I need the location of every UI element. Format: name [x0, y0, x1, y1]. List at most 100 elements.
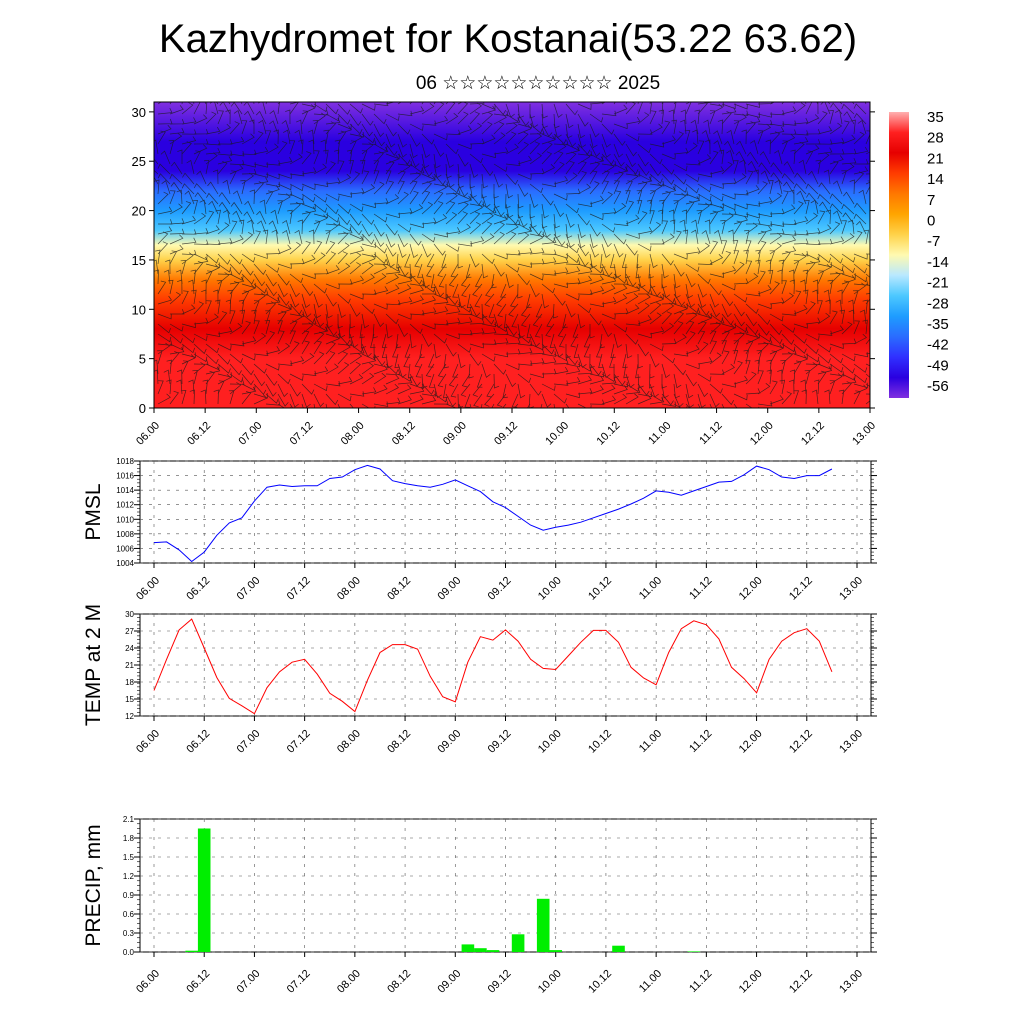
wind-barb [553, 123, 562, 139]
wind-barb [565, 366, 581, 375]
wind-barb [397, 296, 413, 305]
wind-barb [433, 115, 449, 125]
x-tick-label: 10.00 [536, 575, 564, 603]
x-tick-label: 12.00 [737, 968, 765, 996]
y-tick-label: 12 [125, 712, 134, 721]
wind-barb [337, 351, 349, 365]
wind-barb [373, 313, 385, 328]
wind-barb [517, 193, 524, 209]
wind-barb [289, 170, 305, 177]
wind-barb [373, 233, 385, 248]
wind-barb [289, 273, 304, 284]
wind-barb [625, 393, 639, 405]
wind-barb [793, 238, 809, 245]
wind-barb [793, 304, 808, 315]
wind-barb [636, 190, 643, 205]
wind-barb [766, 359, 772, 375]
wind-barb [373, 123, 385, 138]
wind-barb [301, 313, 315, 324]
wind-barb [817, 147, 833, 155]
wind-barb [769, 297, 785, 305]
colorbar-label: -56 [927, 378, 949, 395]
wind-barb [157, 206, 173, 215]
wind-barb [481, 353, 496, 362]
wind-barb [313, 214, 328, 225]
wind-barb [491, 273, 497, 289]
wind-barb [219, 102, 231, 115]
wind-barb [301, 318, 317, 325]
wind-barb [193, 256, 209, 265]
wind-barb [685, 173, 700, 183]
wind-barb [601, 363, 611, 378]
wind-barb [277, 342, 291, 355]
wind-barb [373, 143, 388, 152]
wind-barb [217, 150, 233, 156]
wind-barb [205, 366, 221, 375]
wind-barb [685, 247, 701, 255]
x-tick-label: 13.00 [837, 575, 865, 603]
wind-barb [217, 363, 231, 374]
wind-barb [337, 313, 343, 329]
wind-barb [829, 310, 838, 325]
wind-barb [421, 143, 431, 158]
y-tick-label: 0.9 [123, 891, 135, 900]
wind-barb [589, 223, 601, 237]
wind-barb [385, 160, 395, 175]
wind-barb [721, 393, 735, 406]
wind-barb [409, 180, 418, 195]
wind-barb [409, 190, 419, 205]
wind-barb [325, 161, 336, 175]
wind-barb [745, 273, 759, 285]
wind-barb [253, 230, 261, 245]
wind-barb [481, 363, 491, 378]
wind-barb [313, 326, 329, 335]
wind-barb [385, 133, 396, 148]
wind-barb [414, 253, 423, 268]
wind-barb [217, 311, 228, 325]
wind-barb [205, 343, 220, 354]
wind-barb [205, 313, 219, 325]
wind-barb [407, 363, 414, 379]
wind-barb [589, 113, 604, 123]
precip-bar [687, 951, 701, 952]
wind-barb [481, 212, 494, 225]
wind-barb [241, 336, 257, 345]
y-tick-label: 21 [125, 661, 134, 670]
wind-barb [205, 147, 221, 155]
wind-barb [241, 263, 254, 276]
y-tick-label: 1004 [116, 559, 134, 568]
wind-barb [649, 383, 659, 398]
precip-bar [511, 934, 525, 952]
wind-barb [493, 337, 509, 345]
wind-barb [625, 190, 631, 205]
wind-barb [625, 173, 639, 185]
wind-barb [457, 403, 463, 408]
wind-barb [673, 393, 684, 408]
wind-barb [493, 147, 509, 155]
wind-barb [457, 153, 469, 167]
wind-barb [781, 333, 795, 345]
wind-barb [721, 283, 736, 291]
wind-barb [200, 389, 207, 405]
wind-barb [595, 343, 603, 358]
wind-barb [181, 183, 195, 195]
wind-barb [421, 133, 435, 145]
wind-barb [625, 153, 636, 168]
wind-barb [349, 113, 362, 127]
wind-barb [625, 243, 638, 256]
wind-barb [709, 330, 717, 345]
wind-barb [709, 193, 724, 202]
wind-barb [565, 151, 577, 165]
wind-barb [601, 153, 615, 165]
wind-barb [625, 133, 640, 142]
wind-barb [733, 190, 749, 196]
wind-barb [265, 363, 280, 371]
wind-barb [783, 161, 795, 175]
wind-barb [673, 253, 688, 260]
wind-barb [505, 183, 513, 199]
wind-barb [409, 204, 424, 215]
wind-barb [157, 393, 171, 405]
wind-barb [493, 193, 500, 209]
wind-barb [154, 169, 159, 175]
wind-barb [733, 120, 740, 135]
